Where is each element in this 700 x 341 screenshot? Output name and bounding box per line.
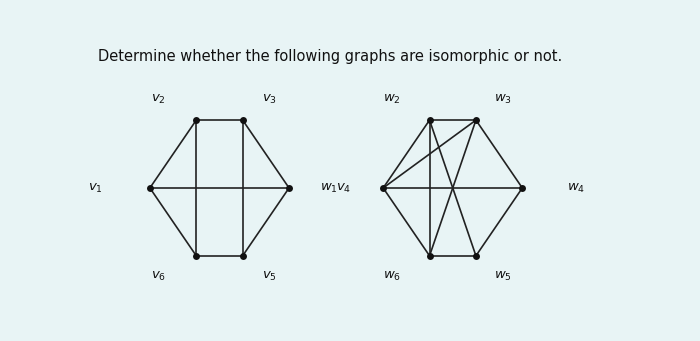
Text: $w_6$: $w_6$ [382,270,400,283]
Text: $v_3$: $v_3$ [262,92,277,106]
Text: $w_4$: $w_4$ [568,181,586,194]
Text: $w_5$: $w_5$ [494,270,512,283]
Text: $v_2$: $v_2$ [151,92,166,106]
Text: $w_1$: $w_1$ [320,181,338,194]
Text: $v_6$: $v_6$ [150,270,166,283]
Text: $w_2$: $w_2$ [383,92,400,106]
Text: $v_5$: $v_5$ [262,270,277,283]
Text: Determine whether the following graphs are isomorphic or not.: Determine whether the following graphs a… [98,49,563,64]
Text: $v_4$: $v_4$ [336,181,351,194]
Text: $w_3$: $w_3$ [494,92,512,106]
Text: $v_1$: $v_1$ [88,181,103,194]
